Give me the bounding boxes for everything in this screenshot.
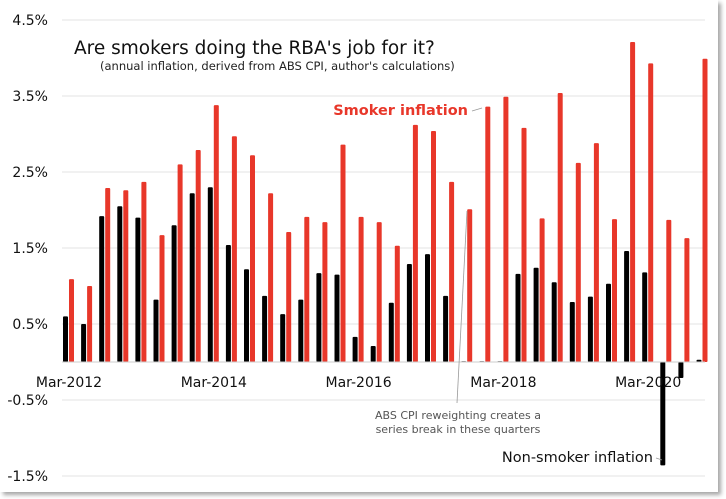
- chart-subtitle: (annual inflation, derived from ABS CPI,…: [100, 59, 455, 73]
- smoker-bar: [431, 130, 436, 362]
- smoker-bar: [376, 222, 382, 362]
- non-smoker-bar: [316, 273, 322, 362]
- non-smoker-bar: [135, 217, 141, 362]
- x-tick-label: Mar-2020: [615, 375, 681, 391]
- gridlines: [62, 19, 705, 477]
- non-smoker-bar: [81, 324, 87, 362]
- smoker-bar: [195, 149, 201, 362]
- smoker-bar: [340, 144, 346, 362]
- non-smoker-bar: [298, 299, 304, 362]
- smoker-bar: [394, 245, 400, 362]
- smoker-bar: [87, 286, 93, 362]
- smoker-leader-line: [471, 107, 483, 112]
- non-smoker-bar: [425, 254, 430, 362]
- non-smoker-bar: [63, 316, 68, 362]
- smoker-bar: [213, 105, 219, 363]
- break-annotation-line1: ABS CPI reweighting creates a: [375, 409, 541, 422]
- y-tick-label: 1.5%: [12, 241, 48, 257]
- smoker-bar: [231, 136, 237, 362]
- smoker-bar: [449, 181, 455, 362]
- smoker-bar: [412, 124, 418, 362]
- non-smoker-bar: [244, 269, 249, 362]
- smoker-bar: [141, 181, 147, 362]
- non-smoker-bar: [606, 283, 611, 362]
- smoker-bar: [575, 162, 581, 362]
- non-smoker-bar: [642, 272, 648, 362]
- non-smoker-bar: [117, 206, 123, 362]
- smoker-bar: [123, 190, 129, 362]
- smoker-bar: [286, 232, 292, 362]
- non-smoker-inflation-label: Non-smoker inflation: [502, 450, 653, 466]
- non-smoker-bar: [443, 295, 449, 362]
- break-leader-line: [456, 210, 468, 404]
- non-smoker-bar: [533, 267, 539, 362]
- non-smoker-bar: [624, 251, 630, 362]
- smoker-bar: [485, 106, 491, 362]
- y-tick-label: 3.5%: [12, 89, 48, 105]
- smoker-bar: [593, 143, 599, 362]
- non-smoker-bar: [225, 244, 231, 362]
- x-tick-label: Mar-2014: [181, 375, 247, 391]
- non-smoker-bar: [406, 263, 412, 362]
- smoker-bar: [467, 209, 473, 362]
- non-smoker-bar: [171, 225, 177, 362]
- smoker-bar: [268, 193, 274, 362]
- non-smoker-bar: [280, 314, 286, 362]
- x-tick-label: Mar-2012: [36, 375, 102, 391]
- non-smoker-bar: [99, 216, 105, 362]
- smoker-bar: [684, 238, 690, 362]
- non-smoker-bar: [569, 301, 575, 362]
- non-smoker-bar: [388, 302, 394, 362]
- smoker-bar: [159, 235, 165, 362]
- non-smoker-bar: [678, 362, 684, 378]
- y-tick-label: 0.5%: [12, 317, 48, 333]
- smoker-bar: [539, 218, 545, 362]
- non-smoker-bar: [660, 362, 666, 466]
- smoker-bar: [503, 96, 509, 362]
- smoker-bar: [666, 219, 672, 362]
- smoker-inflation-label: Smoker inflation: [333, 103, 468, 119]
- nonsmoker-leader-line: [655, 457, 663, 461]
- non-smoker-bar: [551, 282, 557, 362]
- smoker-bar: [648, 63, 654, 362]
- non-smoker-bar: [189, 193, 195, 362]
- smoker-bar: [612, 219, 617, 362]
- smoker-bar: [322, 222, 328, 362]
- non-smoker-bar: [153, 299, 159, 362]
- smoker-bar: [702, 58, 708, 362]
- chart-title: Are smokers doing the RBA's job for it?: [74, 38, 435, 59]
- non-smoker-bar: [587, 296, 593, 362]
- smoker-bar: [250, 155, 255, 362]
- non-smoker-bar: [334, 274, 340, 362]
- smoker-bar: [177, 164, 183, 362]
- smoker-bar: [557, 92, 563, 363]
- bars: [63, 42, 708, 466]
- y-tick-label: -1.5%: [7, 469, 48, 485]
- non-smoker-bar: [696, 359, 702, 362]
- smoker-bar: [105, 187, 111, 362]
- non-smoker-bar: [207, 187, 213, 362]
- smoker-bar: [521, 127, 527, 362]
- x-tick-label: Mar-2018: [470, 375, 536, 391]
- smoker-bar: [304, 216, 310, 362]
- y-tick-label: -0.5%: [7, 393, 48, 409]
- x-axis-labels: Mar-2012 Mar-2014 Mar-2016 Mar-2018 Mar-2020: [36, 375, 681, 391]
- smoker-bar: [69, 279, 74, 362]
- smoker-bar: [358, 216, 364, 362]
- non-smoker-bar: [515, 273, 521, 362]
- y-axis-labels: 4.5% 3.5% 2.5% 1.5% 0.5% -0.5% -1.5%: [7, 13, 48, 485]
- y-tick-label: 2.5%: [12, 165, 48, 181]
- non-smoker-bar: [352, 336, 358, 362]
- non-smoker-bar: [370, 346, 376, 362]
- smoker-bar: [630, 42, 636, 362]
- non-smoker-bar: [262, 295, 268, 362]
- break-annotation-line2: series break in these quarters: [376, 423, 541, 436]
- x-tick-label: Mar-2016: [325, 375, 391, 391]
- y-tick-label: 4.5%: [12, 13, 48, 29]
